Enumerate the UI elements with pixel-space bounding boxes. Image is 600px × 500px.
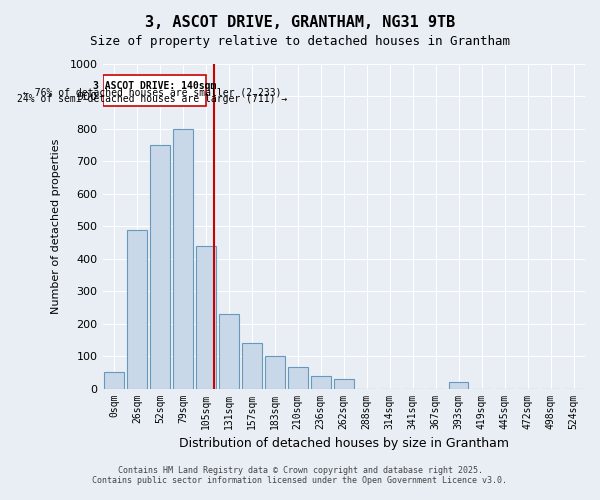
- Text: Contains HM Land Registry data © Crown copyright and database right 2025.
Contai: Contains HM Land Registry data © Crown c…: [92, 466, 508, 485]
- Y-axis label: Number of detached properties: Number of detached properties: [52, 138, 61, 314]
- Text: 24% of semi-detached houses are larger (711) →: 24% of semi-detached houses are larger (…: [17, 94, 287, 104]
- Bar: [449, 382, 469, 388]
- Bar: [334, 379, 353, 388]
- Bar: [219, 314, 239, 388]
- Text: ← 76% of detached houses are smaller (2,233): ← 76% of detached houses are smaller (2,…: [23, 88, 281, 98]
- Text: Size of property relative to detached houses in Grantham: Size of property relative to detached ho…: [90, 35, 510, 48]
- Text: 3, ASCOT DRIVE, GRANTHAM, NG31 9TB: 3, ASCOT DRIVE, GRANTHAM, NG31 9TB: [145, 15, 455, 30]
- Bar: [150, 145, 170, 388]
- X-axis label: Distribution of detached houses by size in Grantham: Distribution of detached houses by size …: [179, 437, 509, 450]
- Bar: [242, 343, 262, 388]
- Bar: [265, 356, 284, 388]
- Bar: [288, 368, 308, 388]
- Bar: [173, 129, 193, 388]
- Bar: [104, 372, 124, 388]
- Bar: [311, 376, 331, 388]
- Bar: [196, 246, 215, 388]
- Text: 3 ASCOT DRIVE: 140sqm: 3 ASCOT DRIVE: 140sqm: [92, 81, 216, 91]
- FancyBboxPatch shape: [103, 76, 206, 106]
- Bar: [127, 230, 147, 388]
